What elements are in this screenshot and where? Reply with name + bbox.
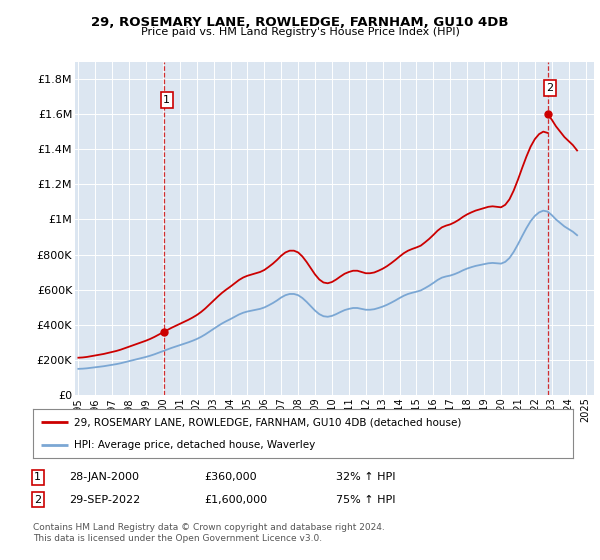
Text: 29, ROSEMARY LANE, ROWLEDGE, FARNHAM, GU10 4DB: 29, ROSEMARY LANE, ROWLEDGE, FARNHAM, GU… bbox=[91, 16, 509, 29]
Text: 29-SEP-2022: 29-SEP-2022 bbox=[69, 494, 140, 505]
Text: HPI: Average price, detached house, Waverley: HPI: Average price, detached house, Wave… bbox=[74, 440, 315, 450]
Text: 2: 2 bbox=[547, 83, 554, 93]
Text: £360,000: £360,000 bbox=[204, 472, 257, 482]
Text: 2: 2 bbox=[34, 494, 41, 505]
Text: £1,600,000: £1,600,000 bbox=[204, 494, 267, 505]
Text: 32% ↑ HPI: 32% ↑ HPI bbox=[336, 472, 395, 482]
Text: This data is licensed under the Open Government Licence v3.0.: This data is licensed under the Open Gov… bbox=[33, 534, 322, 543]
Text: 29, ROSEMARY LANE, ROWLEDGE, FARNHAM, GU10 4DB (detached house): 29, ROSEMARY LANE, ROWLEDGE, FARNHAM, GU… bbox=[74, 417, 461, 427]
Text: 1: 1 bbox=[163, 95, 170, 105]
Text: 75% ↑ HPI: 75% ↑ HPI bbox=[336, 494, 395, 505]
Text: Contains HM Land Registry data © Crown copyright and database right 2024.: Contains HM Land Registry data © Crown c… bbox=[33, 523, 385, 532]
Text: 28-JAN-2000: 28-JAN-2000 bbox=[69, 472, 139, 482]
Text: 1: 1 bbox=[34, 472, 41, 482]
Text: Price paid vs. HM Land Registry's House Price Index (HPI): Price paid vs. HM Land Registry's House … bbox=[140, 27, 460, 37]
